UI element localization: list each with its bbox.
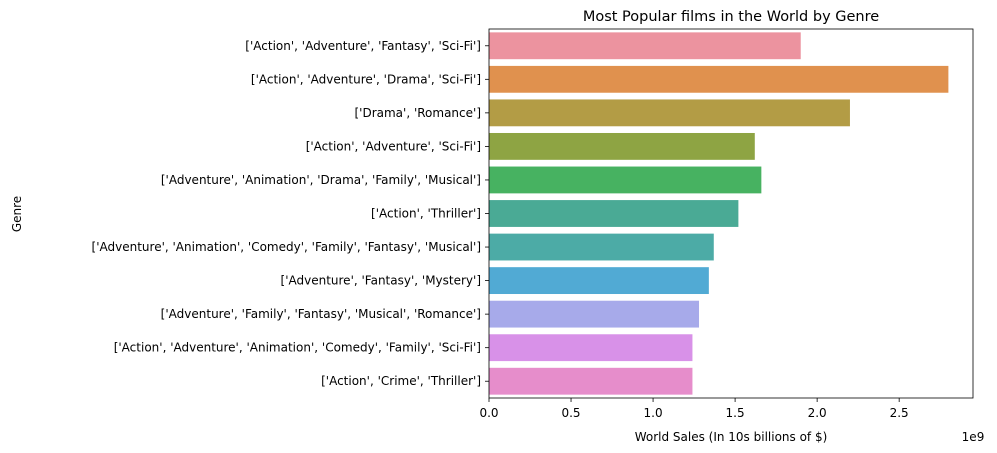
bar	[489, 367, 693, 395]
y-tick-label: ['Action', 'Crime', 'Thriller']	[321, 374, 481, 388]
x-tick-label: 1.0	[644, 406, 663, 420]
plot-frame	[488, 28, 974, 399]
x-tick-label: 2.0	[808, 406, 827, 420]
bar	[489, 233, 714, 261]
y-tick-label: ['Adventure', 'Family', 'Fantasy', 'Musi…	[161, 307, 481, 321]
y-tick-label: ['Adventure', 'Fantasy', 'Mystery']	[281, 274, 481, 288]
y-tick-label: ['Adventure', 'Animation', 'Drama', 'Fam…	[161, 173, 481, 187]
x-tick-label: 0.0	[479, 406, 498, 420]
y-tick-label: ['Action', 'Adventure', 'Drama', 'Sci-Fi…	[251, 72, 481, 86]
bar	[489, 132, 755, 160]
x-axis-offset-text: 1e9	[962, 430, 985, 444]
y-axis-ticks: ['Action', 'Adventure', 'Fantasy', 'Sci-…	[92, 39, 489, 388]
bar	[489, 166, 762, 194]
bar	[489, 300, 700, 328]
y-tick-label: ['Action', 'Adventure', 'Sci-Fi']	[306, 139, 481, 153]
y-tick-label: ['Action', 'Adventure', 'Fantasy', 'Sci-…	[245, 39, 481, 53]
x-tick-label: 1.5	[726, 406, 745, 420]
bar	[489, 200, 739, 227]
bar	[489, 99, 850, 127]
x-axis-label: World Sales (In 10s billions of $)	[635, 430, 828, 444]
bar	[489, 32, 801, 60]
bar	[489, 65, 949, 93]
x-axis-ticks: 0.0 0.5 1.0 1.5 2.0 2.5	[479, 398, 909, 420]
bar	[489, 334, 693, 362]
x-tick-label: 0.5	[561, 406, 580, 420]
y-tick-label: ['Drama', 'Romance']	[354, 106, 481, 120]
y-tick-label: ['Adventure', 'Animation', 'Comedy', 'Fa…	[92, 240, 481, 254]
y-tick-label: ['Action', 'Adventure', 'Animation', 'Co…	[114, 341, 481, 355]
y-tick-label: ['Action', 'Thriller']	[371, 207, 481, 221]
chart-title: Most Popular films in the World by Genre	[583, 9, 879, 25]
bars	[489, 32, 949, 395]
x-tick-label: 2.5	[890, 406, 909, 420]
y-axis-label: Genre	[10, 196, 24, 232]
bar	[489, 267, 709, 295]
